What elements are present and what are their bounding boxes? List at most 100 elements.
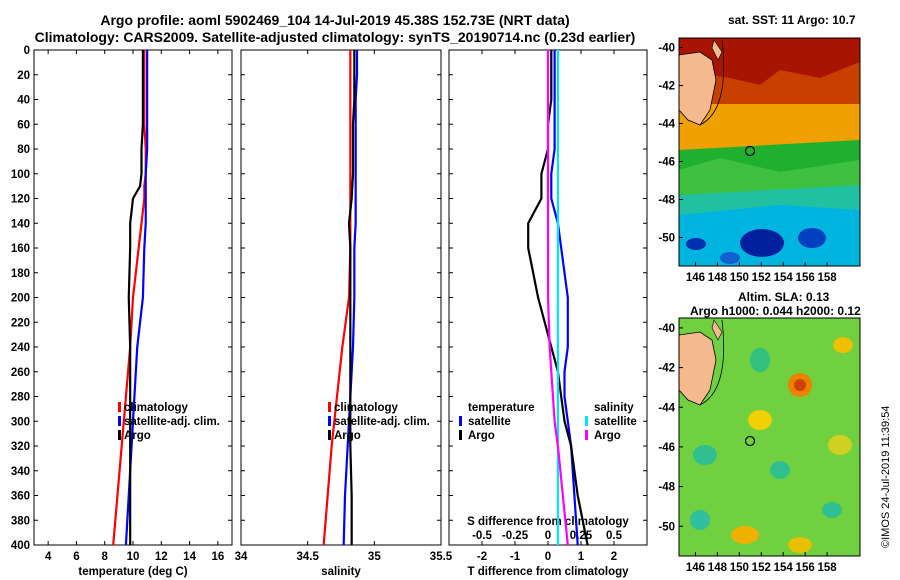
legend-argo: Argo: [124, 430, 151, 442]
sst-argo-position-marker: [744, 145, 756, 157]
legend-salinity-head: salinity: [594, 402, 634, 414]
legend-swatch-t-satellite: [459, 416, 462, 426]
map-x-tick-label: 146: [686, 272, 705, 284]
x-tick-label: 10: [127, 551, 140, 563]
map-y-tick-label: -44: [658, 402, 675, 414]
map-x-tick-label: 150: [730, 272, 749, 284]
sla-map-title-2: Argo h1000: 0.044 h2000: 0.12: [690, 304, 861, 318]
map-x-tick-label: 148: [708, 272, 728, 284]
x-tick-label: 16: [211, 551, 224, 563]
title-line-2: Climatology: CARS2009. Satellite-adjuste…: [34, 29, 636, 45]
profile-panel-1: 34 34.5 35 35.5 salinity: [235, 49, 453, 578]
legend-argo-s: Argo: [334, 430, 361, 442]
map-y-tick-label: -40: [658, 43, 675, 55]
x-tick-label: -1: [510, 551, 521, 563]
map-y-tick-label: -48: [658, 195, 675, 207]
series-line-climatology: [112, 50, 147, 546]
legend-climatology-s: climatology: [334, 402, 399, 414]
map-y-tick-label: -44: [658, 119, 675, 131]
y-tick-label: 220: [11, 317, 30, 329]
profile-panel-2: -2 -1 0 1 2 T difference from climatology S di…: [448, 49, 648, 578]
legend-s-satellite: satellite: [594, 416, 637, 428]
secondary-x-tick-label: 0.25: [570, 530, 593, 542]
y-tick-label: 140: [11, 218, 30, 230]
map-x-tick-label: 152: [752, 272, 771, 284]
sst-map-axes: -40 -42 -44 -46 -48 -50 146 148 150 152 154 156 158: [658, 43, 837, 285]
y-tick-label: 400: [11, 540, 30, 552]
y-tick-label: 20: [17, 70, 30, 82]
map-x-tick-label: 154: [774, 272, 794, 284]
map-x-tick-label: 158: [817, 562, 837, 574]
secondary-x-tick-label: 0: [545, 530, 551, 542]
map-x-tick-label: 152: [752, 562, 771, 574]
secondary-x-axis-label: S difference from climatology: [467, 516, 629, 528]
y-tick-label: 120: [11, 194, 30, 206]
profile-panel-0: 0 20 40 60 80 100 120 140 160 180 200 220 240 260 280 3…: [11, 45, 233, 578]
sst-map: [679, 38, 860, 266]
sla-map-axes: -40 -42 -44 -46 -48 -50 146 148 150 152 154 156 158: [658, 323, 837, 574]
y-tick-label: 240: [11, 342, 30, 354]
series-line-climatology: [322, 50, 352, 546]
x-tick-label: 34: [235, 551, 248, 563]
legend-s-argo: Argo: [594, 430, 621, 442]
x-tick-label: 8: [102, 551, 109, 563]
sla-map-frame: [678, 317, 861, 557]
map-x-tick-label: 154: [774, 562, 794, 574]
map-x-tick-label: 150: [730, 562, 749, 574]
plot-frame: [240, 49, 442, 546]
map-y-tick-label: -42: [658, 363, 675, 375]
y-tick-label: 160: [11, 243, 30, 255]
x-tick-label: 4: [45, 551, 52, 563]
x-tick-label: 0: [545, 551, 551, 563]
map-y-tick-label: -42: [658, 81, 675, 93]
map-y-tick-label: -46: [658, 157, 675, 169]
legend-swatch-s-argo: [585, 430, 588, 440]
salinity-legend: climatology satellite-adj. clim. Argo: [328, 402, 430, 442]
legend-satellite-adj: satellite-adj. clim.: [124, 416, 220, 428]
map-x-tick-label: 158: [817, 272, 837, 284]
map-x-tick-label: 146: [686, 562, 705, 574]
x-tick-label: 2: [611, 551, 617, 563]
y-tick-label: 100: [11, 169, 30, 181]
secondary-x-tick-label: 0.5: [606, 530, 623, 542]
map-y-tick-label: -50: [658, 521, 675, 533]
y-tick-label: 340: [11, 466, 30, 478]
x-tick-label: -2: [477, 551, 487, 563]
series-line-satellite-adj-clim-: [124, 50, 149, 546]
series-line-argo: [347, 50, 356, 545]
map-y-tick-label: -50: [658, 233, 675, 245]
x-tick-label: 14: [183, 551, 196, 563]
map-x-tick-label: 148: [708, 562, 728, 574]
y-tick-label: 380: [11, 515, 30, 527]
sst-map-title: sat. SST: 11 Argo: 10.7: [728, 13, 856, 27]
map-y-tick-label: -40: [658, 323, 675, 335]
sla-map: [679, 318, 860, 556]
legend-swatch-climatology-s: [328, 402, 331, 412]
series-line-satellite-adj-clim-: [342, 50, 359, 546]
legend-climatology: climatology: [124, 402, 189, 414]
legend-satellite-adj-s: satellite-adj. clim.: [334, 416, 430, 428]
x-tick-label: 1: [578, 551, 585, 563]
y-tick-label: 40: [17, 95, 30, 107]
x-tick-label: 12: [155, 551, 168, 563]
legend-swatch-satellite-adj: [118, 416, 121, 426]
sla-argo-position-marker: [744, 435, 756, 447]
x-axis-label: salinity: [321, 566, 361, 578]
map-y-tick-label: -48: [658, 482, 675, 494]
secondary-x-tick-label: -0.5: [472, 530, 492, 542]
x-tick-label: 34.5: [296, 551, 319, 563]
x-tick-label: 35.5: [430, 551, 453, 563]
x-axis-label: T difference from climatology: [467, 566, 629, 578]
series-line-salinity-argo: [546, 50, 569, 546]
y-tick-label: 300: [11, 416, 30, 428]
title-line-1: Argo profile: aoml 5902469_104 14-Jul-20…: [100, 12, 570, 28]
sla-map-title-1: Altim. SLA: 0.13: [738, 290, 830, 304]
y-tick-label: 180: [11, 268, 30, 280]
y-tick-label: 320: [11, 441, 30, 453]
x-axis-label: temperature (deg C): [78, 566, 187, 578]
legend-t-argo: Argo: [468, 430, 495, 442]
map-x-tick-label: 156: [796, 562, 815, 574]
y-tick-label: 60: [17, 119, 30, 131]
legend-swatch-satellite-adj-s: [328, 416, 331, 426]
